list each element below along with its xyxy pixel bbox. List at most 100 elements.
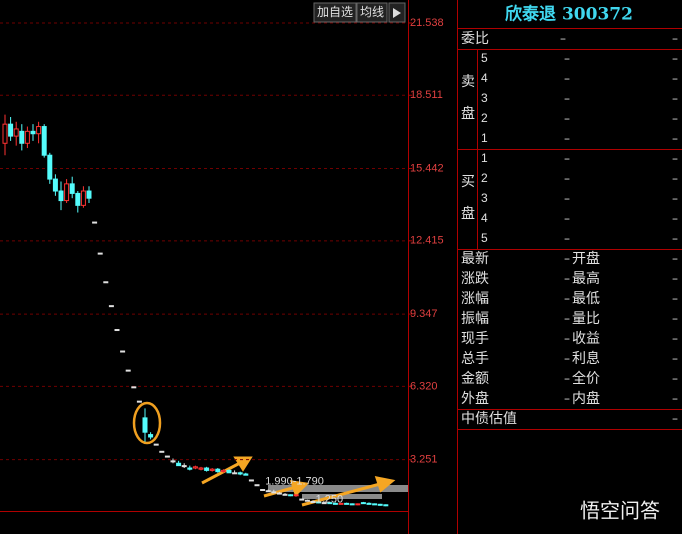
volume: – bbox=[672, 52, 678, 66]
button-label[interactable]: 均线 bbox=[360, 5, 384, 19]
candle-body bbox=[148, 434, 154, 438]
value: – bbox=[672, 32, 678, 46]
value: – bbox=[672, 292, 678, 306]
label: 现手 bbox=[461, 331, 489, 347]
candle-body bbox=[215, 468, 221, 473]
value: – bbox=[564, 332, 570, 346]
value: – bbox=[672, 392, 678, 406]
level: 4 bbox=[481, 211, 488, 225]
volume: – bbox=[672, 92, 678, 106]
candle-body bbox=[103, 281, 109, 284]
label: 最高 bbox=[572, 270, 600, 287]
label: 涨幅 bbox=[461, 291, 489, 307]
candle-body bbox=[30, 130, 36, 135]
price: – bbox=[564, 152, 570, 166]
button-label[interactable]: 加自选 bbox=[317, 5, 353, 19]
price: – bbox=[564, 192, 570, 206]
volume: – bbox=[672, 172, 678, 186]
candle-body bbox=[187, 467, 193, 470]
candle-body bbox=[254, 484, 260, 487]
candle-body bbox=[136, 400, 142, 403]
value: – bbox=[564, 252, 570, 266]
price: – bbox=[564, 232, 570, 246]
volume: – bbox=[672, 132, 678, 146]
button[interactable] bbox=[356, 2, 388, 23]
candle-body bbox=[120, 350, 126, 353]
candle-body bbox=[372, 503, 378, 506]
candle-body bbox=[108, 305, 114, 308]
level: 5 bbox=[481, 231, 488, 245]
candle-body bbox=[75, 192, 81, 206]
label: 量比 bbox=[572, 311, 600, 327]
candle-body bbox=[176, 462, 182, 467]
candle-body bbox=[69, 183, 75, 194]
candle-body bbox=[52, 178, 58, 192]
candle-body bbox=[8, 123, 14, 137]
value: – bbox=[564, 292, 570, 306]
candle-body bbox=[41, 126, 47, 156]
level: 3 bbox=[481, 191, 488, 205]
candle-body bbox=[97, 252, 103, 255]
value: – bbox=[672, 372, 678, 386]
price: – bbox=[564, 52, 570, 66]
icon bbox=[393, 8, 401, 18]
price: – bbox=[564, 212, 570, 226]
y-tick-label: 12.415 bbox=[410, 235, 444, 247]
value: – bbox=[672, 312, 678, 326]
candle-body bbox=[355, 503, 361, 506]
volume: – bbox=[672, 152, 678, 166]
value: – bbox=[672, 332, 678, 346]
candle-body bbox=[293, 494, 299, 497]
candle-body bbox=[153, 443, 159, 446]
volume: – bbox=[672, 232, 678, 246]
y-tick-label: 9.347 bbox=[410, 308, 438, 320]
level: 1 bbox=[481, 151, 488, 165]
candle-body bbox=[260, 489, 266, 492]
side-label: 卖 bbox=[461, 74, 475, 90]
candle-body bbox=[288, 494, 294, 497]
y-tick-label: 6.320 bbox=[410, 380, 438, 392]
volume: – bbox=[672, 72, 678, 86]
level: 2 bbox=[481, 171, 488, 185]
label: 全价 bbox=[572, 370, 600, 387]
candle-body bbox=[243, 473, 249, 476]
quote-panel: 委比 – –卖盘5– –4– –3– –2– –1– –买盘1– –2– –3– –4– –5– –最新… bbox=[458, 28, 682, 430]
candle-body bbox=[181, 465, 187, 468]
range-highlight bbox=[302, 494, 382, 499]
label: 振幅 bbox=[461, 311, 489, 327]
candle-body bbox=[226, 469, 232, 474]
label: 外盘 bbox=[461, 390, 489, 407]
value: – bbox=[564, 372, 570, 386]
candle-body bbox=[131, 386, 137, 389]
candle-body bbox=[327, 502, 333, 505]
candle-body bbox=[159, 450, 165, 453]
y-tick-label: 3.251 bbox=[410, 454, 438, 466]
candle-body bbox=[271, 491, 277, 494]
candle-body bbox=[349, 503, 355, 506]
candle-body bbox=[58, 190, 64, 202]
candle-body bbox=[276, 492, 282, 495]
candle-body bbox=[265, 490, 271, 493]
candle-body bbox=[19, 130, 25, 144]
candle-body bbox=[64, 183, 70, 202]
value: – bbox=[672, 272, 678, 286]
label: 金额 bbox=[461, 371, 489, 387]
annotation: 1.250 bbox=[316, 493, 344, 505]
price: – bbox=[564, 72, 570, 86]
toolbar: 加自选 均线 bbox=[313, 2, 406, 23]
candle-body bbox=[220, 469, 226, 473]
candle-body bbox=[92, 221, 98, 224]
candle-body bbox=[114, 329, 120, 332]
y-tick-label: 21.538 bbox=[410, 17, 444, 29]
level: 3 bbox=[481, 91, 488, 105]
candle-body bbox=[332, 502, 338, 505]
button[interactable] bbox=[313, 2, 357, 23]
value: – bbox=[672, 352, 678, 366]
volume: – bbox=[672, 212, 678, 226]
price: – bbox=[564, 172, 570, 186]
annotation: 1.990-1.790 bbox=[265, 476, 324, 488]
candle-body bbox=[198, 467, 204, 470]
